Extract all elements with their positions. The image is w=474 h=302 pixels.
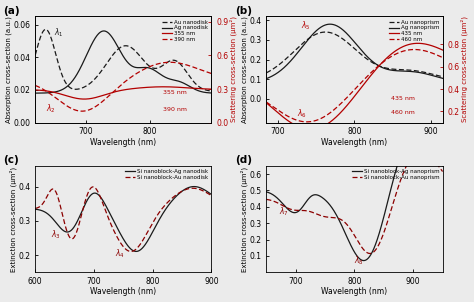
Text: $\lambda_8$: $\lambda_8$ (355, 254, 365, 267)
Text: 355 nm: 355 nm (163, 90, 187, 95)
Legend: Si nanoblock-Ag nanoprism, Si nanoblock-Au nanoprism: Si nanoblock-Ag nanoprism, Si nanoblock-… (351, 169, 440, 181)
Text: (a): (a) (4, 5, 20, 16)
Text: $\lambda_1$: $\lambda_1$ (54, 27, 64, 40)
Text: $\lambda_3$: $\lambda_3$ (51, 228, 61, 241)
Text: $\lambda_4$: $\lambda_4$ (115, 247, 125, 260)
Y-axis label: Scattering cross-section (μm²): Scattering cross-section (μm²) (461, 16, 468, 122)
Text: (c): (c) (4, 155, 19, 165)
Legend: Au nanodisk, Ag nanodisk, 355 nm, 390 nm: Au nanodisk, Ag nanodisk, 355 nm, 390 nm (162, 19, 209, 43)
Text: $\lambda_7$: $\lambda_7$ (279, 205, 289, 218)
Y-axis label: Absorption cross-section (a.u.): Absorption cross-section (a.u.) (6, 16, 12, 123)
Y-axis label: Extinction cross-section (μm²): Extinction cross-section (μm²) (9, 166, 17, 271)
Legend: Si nanoblock-Ag nanodisk, Si nanoblock-Au nanodisk: Si nanoblock-Ag nanodisk, Si nanoblock-A… (125, 169, 209, 181)
X-axis label: Wavelength (nm): Wavelength (nm) (321, 138, 388, 147)
Y-axis label: Extinction cross-section (μm²): Extinction cross-section (μm²) (240, 166, 248, 271)
Text: $\lambda_2$: $\lambda_2$ (46, 102, 55, 115)
X-axis label: Wavelength (nm): Wavelength (nm) (321, 288, 388, 297)
Text: $\lambda_5$: $\lambda_5$ (301, 19, 310, 32)
Text: (b): (b) (235, 5, 252, 16)
Y-axis label: Scattering cross-section (μm²): Scattering cross-section (μm²) (230, 16, 237, 122)
Text: $\lambda_6$: $\lambda_6$ (297, 108, 307, 120)
Text: (d): (d) (235, 155, 252, 165)
Text: 390 nm: 390 nm (163, 107, 187, 112)
Y-axis label: Absorption cross-section (a.u.): Absorption cross-section (a.u.) (242, 16, 248, 123)
Text: 435 nm: 435 nm (391, 96, 415, 101)
Text: 460 nm: 460 nm (391, 110, 415, 115)
X-axis label: Wavelength (nm): Wavelength (nm) (91, 288, 156, 297)
Legend: Au nanoprism, Ag nanoprism, 435 nm, 460 nm: Au nanoprism, Ag nanoprism, 435 nm, 460 … (389, 19, 440, 43)
X-axis label: Wavelength (nm): Wavelength (nm) (91, 138, 156, 147)
